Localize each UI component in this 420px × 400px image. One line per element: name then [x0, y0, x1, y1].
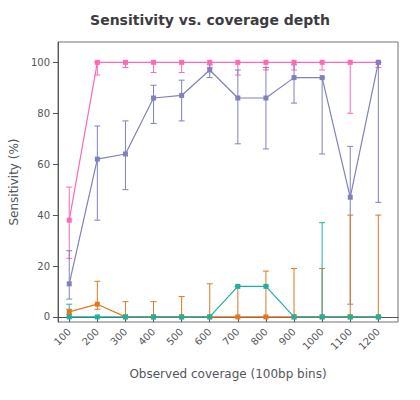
svg-text:60: 60	[37, 159, 50, 170]
svg-text:1200: 1200	[356, 326, 382, 352]
svg-text:200: 200	[80, 326, 101, 347]
svg-text:600: 600	[192, 326, 213, 347]
svg-text:0: 0	[44, 311, 50, 322]
svg-text:Observed coverage (100bp bins): Observed coverage (100bp bins)	[129, 367, 326, 381]
svg-text:900: 900	[277, 326, 298, 347]
svg-text:40: 40	[37, 210, 50, 221]
svg-text:Sensitivity (%): Sensitivity (%)	[7, 138, 21, 225]
svg-text:800: 800	[249, 326, 270, 347]
svg-text:300: 300	[108, 326, 129, 347]
svg-text:1100: 1100	[328, 326, 354, 352]
svg-text:Sensitivity vs. coverage depth: Sensitivity vs. coverage depth	[90, 12, 330, 28]
svg-text:400: 400	[136, 326, 157, 347]
svg-text:1000: 1000	[300, 326, 326, 352]
svg-text:100: 100	[31, 57, 50, 68]
svg-text:80: 80	[37, 108, 50, 119]
svg-text:20: 20	[37, 261, 50, 272]
svg-text:100: 100	[52, 326, 73, 347]
svg-text:500: 500	[164, 326, 185, 347]
svg-text:700: 700	[220, 326, 241, 347]
